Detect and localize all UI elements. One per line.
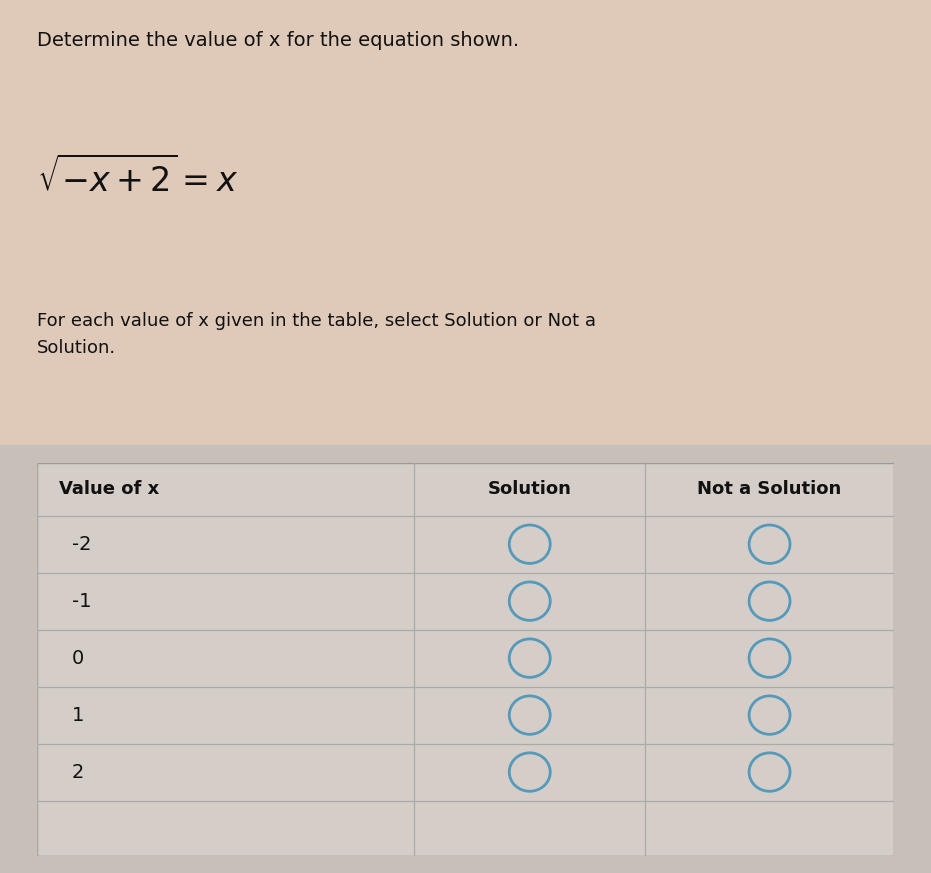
- Text: -1: -1: [72, 592, 91, 611]
- Text: For each value of x given in the table, select Solution or Not a
Solution.: For each value of x given in the table, …: [37, 312, 596, 357]
- Text: Value of x: Value of x: [59, 480, 159, 498]
- Text: 1: 1: [72, 705, 84, 725]
- Text: Determine the value of x for the equation shown.: Determine the value of x for the equatio…: [37, 31, 519, 50]
- Text: Solution: Solution: [488, 480, 572, 498]
- Text: Not a Solution: Not a Solution: [697, 480, 842, 498]
- Text: 2: 2: [72, 762, 84, 781]
- Text: -2: -2: [72, 534, 91, 553]
- Text: $\sqrt{-x+2}=x$: $\sqrt{-x+2}=x$: [37, 157, 238, 199]
- Text: 0: 0: [72, 649, 84, 668]
